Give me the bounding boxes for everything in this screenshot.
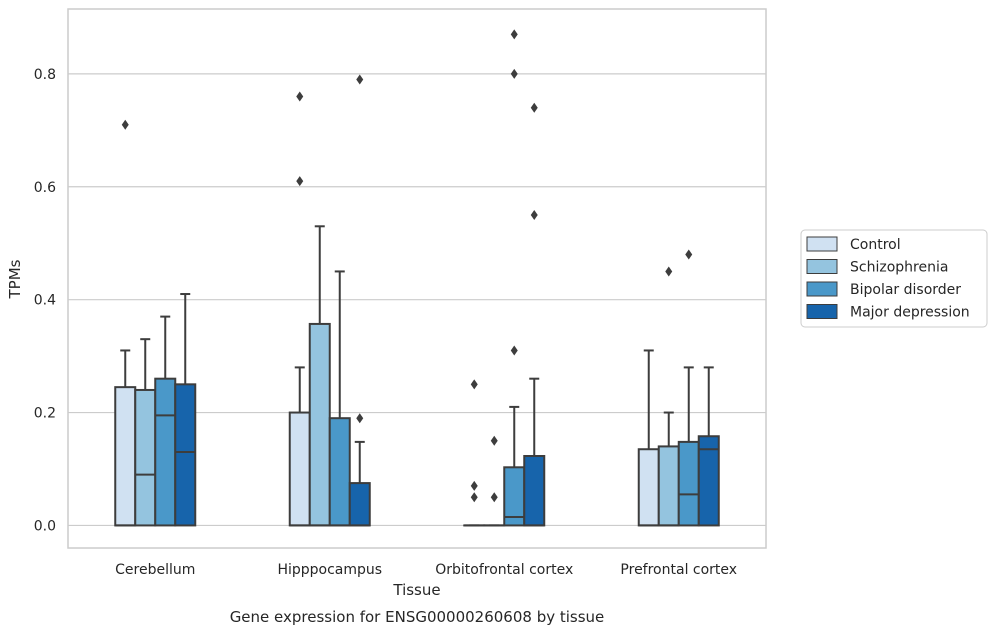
outlier-point	[470, 480, 478, 491]
outlier-point	[121, 119, 129, 130]
box	[637, 448, 660, 527]
y-tick-label: 0.8	[34, 67, 56, 83]
y-tick-label: 0.2	[34, 406, 56, 422]
box	[328, 417, 351, 527]
plot-frame	[67, 8, 767, 549]
outlier-point	[685, 249, 693, 260]
box-1-0	[288, 91, 311, 527]
outlier-point	[470, 379, 478, 390]
legend-swatch	[806, 259, 838, 274]
legend-swatch	[806, 281, 838, 297]
box-3-3	[697, 366, 720, 527]
outlier-point	[530, 210, 538, 221]
legend-swatch	[806, 236, 838, 252]
legend-label: Major depression	[850, 305, 970, 321]
box-3-0	[637, 349, 660, 527]
legend-swatch	[806, 304, 838, 319]
outlier-point	[356, 74, 364, 85]
legend-frame	[800, 229, 988, 328]
y-tick-label: 0.6	[34, 180, 56, 196]
y-tick-label: 0.4	[34, 293, 56, 309]
legend-label: Bipolar disorder	[850, 282, 961, 298]
outlier-point	[510, 29, 518, 40]
outlier-point	[356, 413, 364, 424]
legend-label: Schizophrenia	[850, 260, 948, 276]
outlier-point	[296, 176, 304, 187]
box	[697, 435, 720, 527]
y-axis-label: TPMs	[6, 259, 24, 299]
x-tick-label: Orbitofrontal cortex	[435, 562, 573, 578]
box-1-1	[308, 225, 331, 527]
box-0-1	[134, 338, 157, 527]
box	[657, 445, 680, 527]
outlier-point	[296, 91, 304, 102]
chart-caption: Gene expression for ENSG00000260608 by t…	[230, 608, 605, 626]
x-tick-label: Prefrontal cortex	[620, 562, 737, 578]
outlier-point	[665, 266, 673, 277]
outlier-point	[490, 435, 498, 446]
box-3-1	[657, 266, 680, 527]
y-axis: 0.0 0.2 0.4 0.6 0.8	[34, 67, 56, 535]
box	[174, 383, 197, 527]
outlier-point	[470, 492, 478, 503]
box-2-3	[523, 102, 546, 527]
box-1-3	[348, 74, 371, 527]
box	[348, 482, 371, 527]
box	[288, 411, 311, 527]
box-0-2	[154, 315, 177, 527]
box-0-3	[174, 293, 197, 527]
x-tick-label: Cerebellum	[115, 562, 195, 578]
y-tick-label: 0.0	[34, 518, 56, 534]
box	[154, 377, 177, 527]
box	[134, 388, 157, 527]
box	[308, 322, 331, 527]
box-2-2	[503, 29, 526, 527]
box-3-2	[677, 249, 700, 527]
x-axis: Cerebellum Hipppocampus Orbitofrontal cort…	[115, 562, 737, 578]
box-0-0	[114, 119, 137, 527]
outlier-point	[510, 68, 518, 79]
outlier-point	[490, 492, 498, 503]
outlier-point	[530, 102, 538, 113]
box	[523, 455, 546, 527]
box	[114, 386, 137, 527]
x-tick-label: Hipppocampus	[277, 562, 382, 578]
x-axis-label: Tissue	[392, 581, 440, 599]
legend: Control Schizophrenia Bipolar disorder Majo…	[800, 229, 988, 328]
outlier-point	[510, 345, 518, 356]
box-2-0	[463, 379, 486, 527]
box	[677, 440, 700, 527]
box-1-2	[328, 270, 351, 527]
boxes	[114, 29, 720, 527]
legend-label: Control	[850, 237, 901, 253]
box-2-1	[483, 435, 506, 527]
